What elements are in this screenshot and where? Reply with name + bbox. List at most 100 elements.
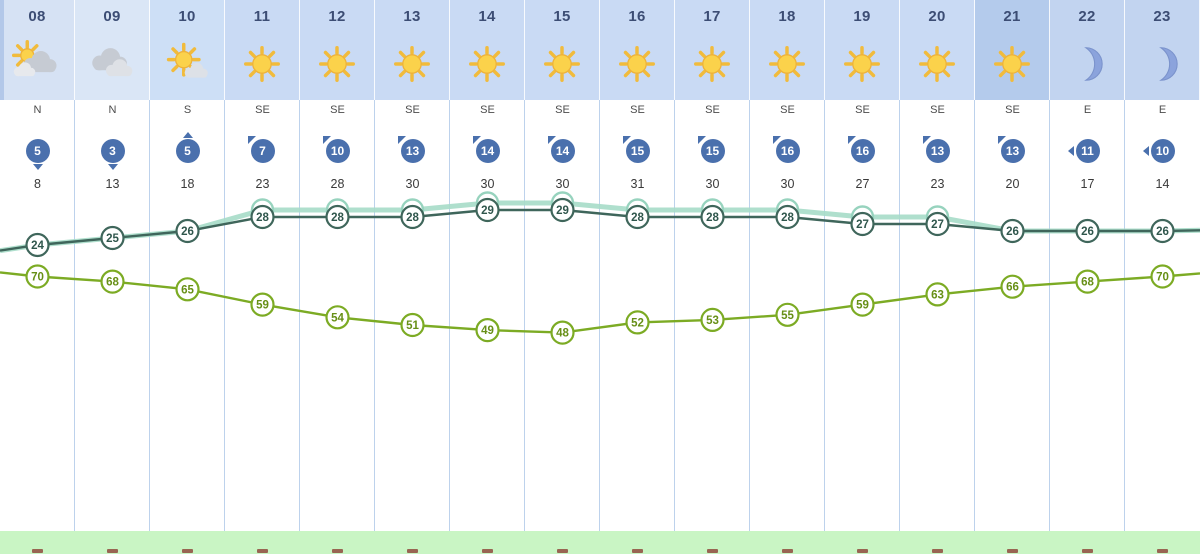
forecast-column-11h: 11 SE 7 23 — [225, 0, 300, 554]
column-header: 09 — [75, 0, 150, 100]
wind-direction-arrow-icon — [772, 136, 781, 144]
wind-direction-label: SE — [630, 104, 645, 116]
wind-speed-badge: 16 — [847, 136, 875, 163]
cropped-bottom-mark — [557, 549, 568, 553]
column-divider — [674, 100, 675, 532]
wind-gust-value: 20 — [1005, 177, 1020, 191]
wind-direction-label: SE — [255, 104, 270, 116]
forecast-column-09h: 09 N 3 13 — [75, 0, 150, 554]
moon-icon — [1061, 40, 1113, 88]
cropped-bottom-mark — [482, 549, 493, 553]
hour-label: 18 — [778, 8, 796, 25]
column-divider — [74, 100, 75, 532]
column-divider — [749, 100, 750, 532]
cropped-bottom-mark — [932, 549, 943, 553]
left-edge-shade — [0, 0, 4, 100]
column-divider — [449, 100, 450, 532]
wind-speed-value: 16 — [780, 144, 795, 158]
wind-direction-arrow-icon — [107, 164, 118, 170]
column-divider — [299, 100, 300, 532]
wind-speed-badge: 16 — [772, 136, 800, 163]
wind-speed-value: 3 — [109, 144, 116, 158]
wind-gust-value: 30 — [705, 177, 720, 191]
cropped-bottom-mark — [632, 549, 643, 553]
wind-gust-value: 31 — [630, 177, 645, 191]
wind-speed-badge: 14 — [547, 136, 575, 163]
cropped-bottom-mark — [1082, 549, 1093, 553]
column-divider — [974, 100, 975, 532]
wind-direction-label: S — [183, 104, 192, 116]
hour-label: 15 — [553, 8, 571, 25]
column-divider — [224, 100, 225, 532]
hour-label: 19 — [853, 8, 871, 25]
forecast-column-16h: 16 SE 15 31 — [600, 0, 675, 554]
sun-icon — [986, 40, 1038, 88]
wind-gust-value: 14 — [1155, 177, 1170, 191]
wind-speed-badge: 13 — [997, 136, 1025, 163]
forecast-column-10h: 10 S 5 18 — [150, 0, 225, 554]
wind-speed-badge: 13 — [397, 136, 425, 163]
wind-speed-badge: 11 — [1067, 139, 1100, 163]
wind-gust-value: 17 — [1080, 177, 1095, 191]
sun-icon — [761, 40, 813, 88]
wind-speed-value: 10 — [1155, 144, 1170, 158]
wind-gust-value: 23 — [930, 177, 945, 191]
forecast-column-13h: 13 SE 13 30 — [375, 0, 450, 554]
precipitation-band — [0, 531, 1200, 554]
clouds-icon — [86, 40, 138, 88]
wind-direction-arrow-icon — [922, 136, 931, 144]
column-header: 11 — [225, 0, 300, 100]
sun-icon — [461, 40, 513, 88]
wind-direction-arrow-icon — [1067, 146, 1074, 156]
wind-speed-badge: 13 — [922, 136, 950, 163]
sun-with-cloud-icon — [161, 40, 213, 88]
column-divider — [149, 100, 150, 532]
wind-speed-value: 16 — [855, 144, 870, 158]
wind-speed-badge: 15 — [697, 136, 725, 163]
wind-speed-value: 14 — [555, 144, 570, 158]
cropped-bottom-mark — [1157, 549, 1168, 553]
wind-direction-arrow-icon — [697, 136, 706, 144]
wind-direction-label: SE — [405, 104, 420, 116]
forecast-column-08h: 08 N 5 8 — [0, 0, 75, 554]
wind-direction-label: N — [108, 104, 117, 116]
column-header: 15 — [525, 0, 600, 100]
hour-label: 20 — [928, 8, 946, 25]
wind-gust-value: 8 — [34, 177, 41, 191]
wind-direction-label: SE — [780, 104, 795, 116]
cropped-bottom-mark — [782, 549, 793, 553]
wind-speed-value: 13 — [1005, 144, 1020, 158]
column-header: 22 — [1050, 0, 1125, 100]
sun-icon — [386, 40, 438, 88]
wind-direction-label: SE — [480, 104, 495, 116]
column-header: 19 — [825, 0, 900, 100]
cropped-bottom-mark — [857, 549, 868, 553]
wind-gust-value: 30 — [405, 177, 420, 191]
wind-speed-value: 13 — [405, 144, 420, 158]
wind-speed-value: 11 — [1081, 144, 1094, 158]
hour-label: 13 — [403, 8, 421, 25]
sun-icon — [611, 40, 663, 88]
column-divider — [1124, 100, 1125, 532]
moon-icon — [1136, 40, 1188, 88]
cropped-bottom-mark — [332, 549, 343, 553]
wind-direction-label: SE — [930, 104, 945, 116]
cropped-bottom-mark — [107, 549, 118, 553]
column-divider — [524, 100, 525, 532]
wind-gust-value: 27 — [855, 177, 870, 191]
wind-direction-label: SE — [855, 104, 870, 116]
wind-direction-label: E — [1083, 104, 1092, 116]
hour-label: 17 — [703, 8, 721, 25]
wind-speed-badge: 5 — [25, 139, 50, 170]
wind-direction-label: N — [33, 104, 42, 116]
forecast-column-22h: 22 E 11 17 — [1050, 0, 1125, 554]
forecast-column-20h: 20 SE 13 23 — [900, 0, 975, 554]
wind-direction-arrow-icon — [397, 136, 406, 144]
wind-speed-value: 5 — [184, 144, 191, 158]
wind-speed-value: 7 — [259, 144, 266, 158]
wind-direction-arrow-icon — [622, 136, 631, 144]
wind-direction-arrow-icon — [32, 164, 43, 170]
wind-direction-arrow-icon — [847, 136, 856, 144]
wind-gust-value: 23 — [255, 177, 270, 191]
